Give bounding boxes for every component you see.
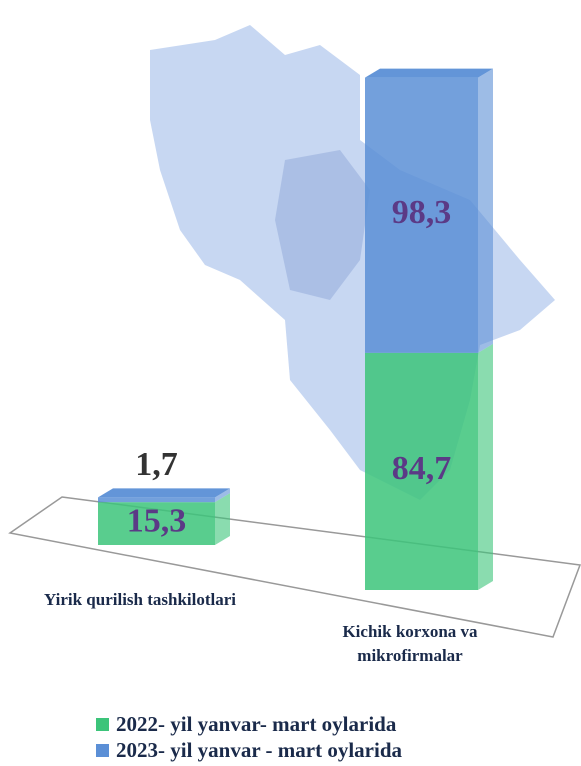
legend-swatch (95, 717, 110, 732)
legend-label: 2023- yil yanvar - mart oylarida (116, 738, 403, 762)
bar-side (215, 493, 230, 545)
legend-item: 2023- yil yanvar - mart oylarida (95, 738, 402, 763)
legend-label: 2022- yil yanvar- mart oylarida (116, 712, 397, 736)
bar-segment (365, 68, 493, 353)
value-label: 98,3 (392, 194, 452, 231)
bars (98, 68, 493, 590)
map-region (275, 150, 370, 300)
bar-side (478, 68, 493, 353)
bar-front (98, 502, 215, 545)
bar-segment (98, 488, 230, 503)
bar-front (365, 77, 478, 353)
bar-top (98, 488, 230, 498)
category-label: Kichik korxona va mikrofirmalar (342, 622, 478, 665)
category-label: Yirik qurilish tashkilotlari (43, 590, 237, 609)
value-label: 84,7 (392, 450, 452, 487)
bar-top (365, 68, 493, 78)
bar-front (365, 352, 478, 590)
legend-item: 2022- yil yanvar- mart oylarida (95, 712, 396, 737)
bar-front (98, 497, 215, 503)
legend-swatch (95, 743, 110, 758)
bar-side (215, 488, 230, 503)
bar-segment (365, 343, 493, 590)
value-label: 15,3 (127, 502, 187, 539)
bar-side (478, 343, 493, 590)
value-label: 1,7 (135, 446, 178, 483)
floor (8, 496, 581, 638)
bar-segment (98, 493, 230, 545)
